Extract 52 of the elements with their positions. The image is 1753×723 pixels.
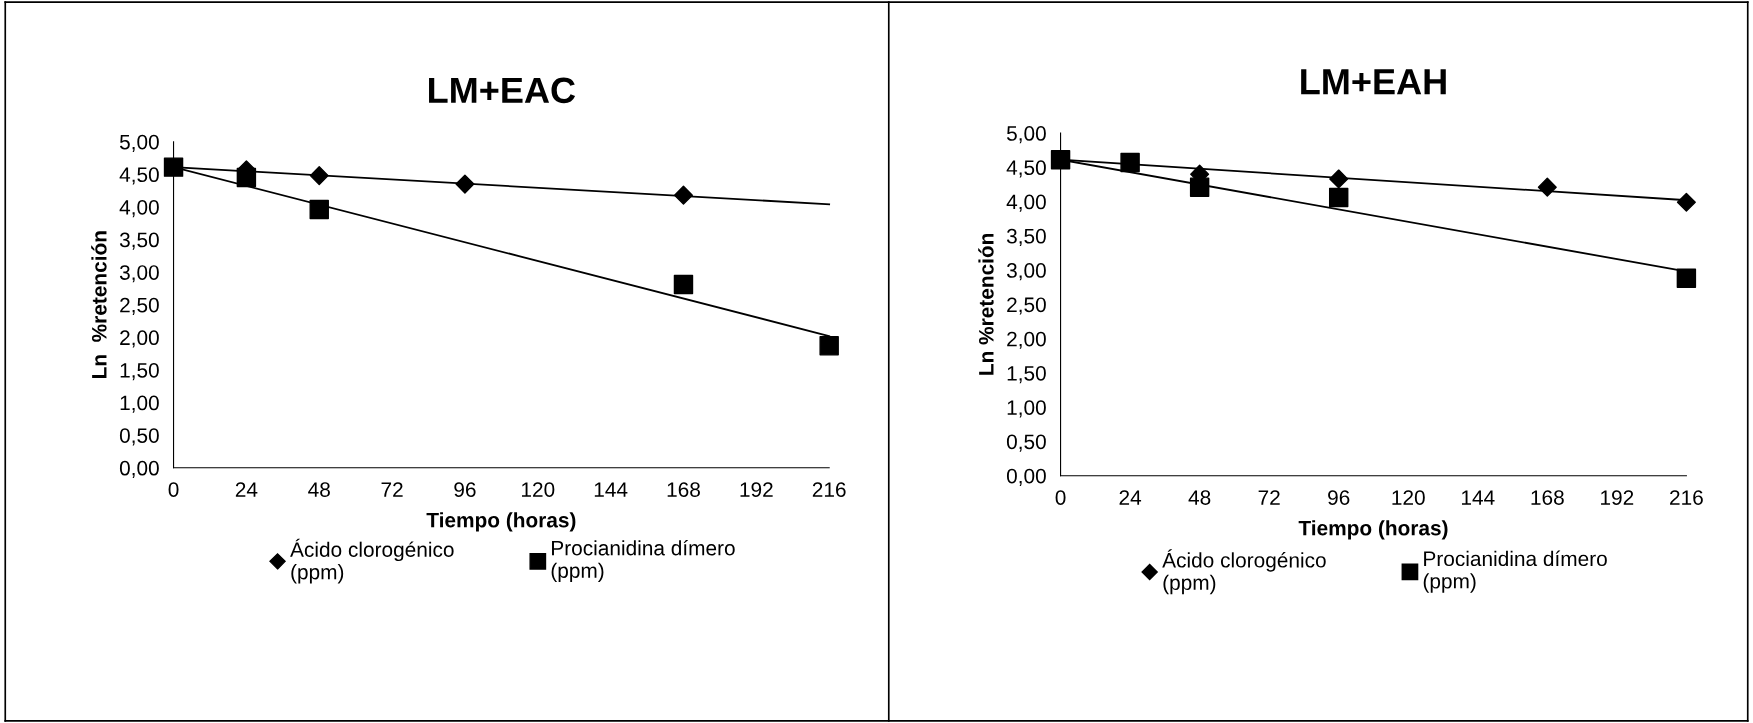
x-tick-label: 48: [308, 482, 330, 497]
y-tick-label: 4,00: [119, 199, 159, 218]
y-tick-label: 0,00: [119, 460, 159, 478]
legend-label: Ácido clorogénico (ppm): [1162, 549, 1326, 595]
x-tick-label: 0: [168, 482, 179, 497]
y-tick-label: 5,00: [119, 134, 159, 152]
x-tick-label: 24: [1119, 490, 1142, 505]
x-tick-label: 192: [740, 482, 773, 497]
x-tick-label: 120: [1392, 490, 1425, 505]
y-axis-title: Ln %retención: [91, 231, 107, 379]
y-tick-label: 2,00: [120, 330, 159, 348]
x-tick-label: 48: [1188, 490, 1211, 505]
x-tick-label: 144: [594, 482, 628, 497]
x-axis-title: Tiempo (horas): [1298, 520, 1448, 540]
x-tick-label: 192: [1601, 490, 1634, 505]
x-tick-label: 96: [1328, 490, 1350, 505]
y-tick-label: 3,50: [119, 232, 159, 250]
y-tick-label: 2,00: [1007, 331, 1046, 349]
x-tick-label: 0: [1055, 490, 1066, 505]
y-tick-label: 1,50: [1007, 365, 1046, 384]
x-tick-label: 72: [381, 482, 403, 497]
x-tick-label: 96: [454, 482, 476, 497]
y-tick-label: 0,50: [1006, 434, 1046, 452]
y-tick-label: 1,00: [1007, 400, 1046, 418]
y-tick-label: 3,50: [1006, 228, 1046, 247]
y-tick-label: 4,50: [119, 167, 159, 185]
chart-title: LM+EAH: [1301, 69, 1446, 95]
x-tick-label: 216: [1670, 490, 1703, 505]
y-tick-label: 0,50: [119, 428, 159, 446]
y-tick-label: 0,00: [1006, 468, 1046, 486]
legend-label: Ácido clorogénico (ppm): [290, 538, 454, 584]
x-tick-label: 72: [1258, 490, 1280, 505]
x-tick-label: 120: [521, 482, 555, 497]
chart-title: LM+EAC: [429, 77, 576, 104]
y-tick-label: 1,00: [120, 395, 159, 413]
y-tick-label: 2,50: [120, 297, 159, 315]
x-tick-label: 144: [1461, 490, 1495, 505]
y-tick-label: 4,00: [1006, 194, 1046, 212]
x-tick-label: 24: [235, 482, 258, 497]
x-tick-label: 216: [812, 482, 846, 497]
legend-label: Procianidina dímero (ppm): [551, 539, 735, 583]
y-tick-label: 2,50: [1007, 297, 1046, 315]
y-tick-label: 4,50: [1006, 160, 1046, 178]
y-tick-label: 3,00: [1006, 263, 1046, 281]
x-axis-title: Tiempo (horas): [426, 512, 576, 532]
y-tick-label: 3,00: [119, 265, 159, 283]
legend-label: Procianidina dímero (ppm): [1423, 550, 1607, 593]
x-tick-label: 168: [667, 482, 700, 497]
y-tick-label: 1,50: [120, 362, 159, 381]
x-tick-label: 168: [1531, 490, 1564, 505]
y-axis-title: Ln %retención: [978, 233, 994, 375]
y-tick-label: 5,00: [1006, 126, 1046, 144]
